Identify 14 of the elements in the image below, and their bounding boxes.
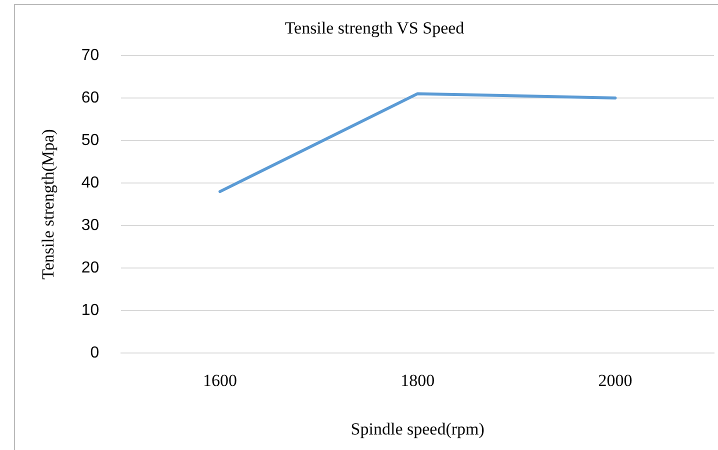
y-tick-label: 50: [81, 132, 100, 149]
y-tick-label: 30: [81, 216, 100, 234]
x-axis-title: Spindle speed(rpm): [350, 419, 484, 438]
chart-title: Tensile strength VS Speed: [284, 18, 465, 38]
y-tick-label: 10: [81, 302, 100, 320]
y-axis-title: Tensile strength(Mpa): [38, 129, 58, 280]
x-tick-label: 2000: [598, 370, 632, 390]
y-tick-label: 60: [81, 89, 100, 106]
y-tick-label: 20: [81, 260, 100, 277]
y-tick-label: 40: [81, 174, 100, 192]
y-tick-label: 0: [90, 344, 100, 362]
x-tick-label: 1600: [202, 370, 237, 390]
y-tick-label: 70: [81, 46, 100, 64]
x-tick-label: 1800: [400, 370, 435, 390]
